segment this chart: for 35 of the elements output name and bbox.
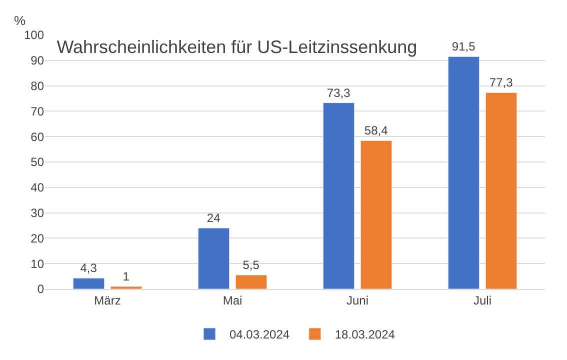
x-tick-label: Juli <box>473 293 492 308</box>
y-tick-label: 20 <box>30 231 44 246</box>
data-label: 73,3 <box>326 86 351 100</box>
data-label: 24 <box>206 211 221 226</box>
data-label: 5,5 <box>242 258 260 272</box>
y-axis-title: % <box>14 13 26 28</box>
y-tick-label: 100 <box>24 28 44 42</box>
y-tick-label: 10 <box>30 256 44 271</box>
bar <box>72 278 105 289</box>
data-label: 77,3 <box>489 76 514 90</box>
x-tick-label: Juni <box>346 293 369 308</box>
bar <box>110 286 142 289</box>
bar <box>198 228 230 289</box>
legend-label: 04.03.2024 <box>230 328 290 342</box>
data-label: 1 <box>122 269 130 284</box>
bar <box>322 102 355 289</box>
data-label: 91,5 <box>452 40 476 54</box>
y-tick-label: 50 <box>30 155 44 170</box>
y-tick-label: 70 <box>30 104 44 118</box>
y-tick-label: 90 <box>30 54 44 68</box>
y-tick-label: 40 <box>30 180 44 195</box>
legend-label: 18.03.2024 <box>334 328 396 342</box>
y-tick-label: 0 <box>37 282 44 296</box>
y-tick-label: 60 <box>30 130 44 144</box>
y-tick-label: 80 <box>30 79 44 93</box>
y-tick-label: 30 <box>30 206 44 220</box>
data-label: 4,3 <box>80 261 98 276</box>
bar <box>360 140 392 289</box>
chart-title: Wahrscheinlichkeiten für US-Leitzinssenkung <box>56 37 418 58</box>
bar <box>235 274 268 289</box>
x-tick-label: März <box>94 293 121 308</box>
x-tick-label: Mai <box>222 293 242 308</box>
bar <box>448 56 480 289</box>
bar <box>485 92 518 289</box>
data-label: 58,4 <box>364 124 388 138</box>
